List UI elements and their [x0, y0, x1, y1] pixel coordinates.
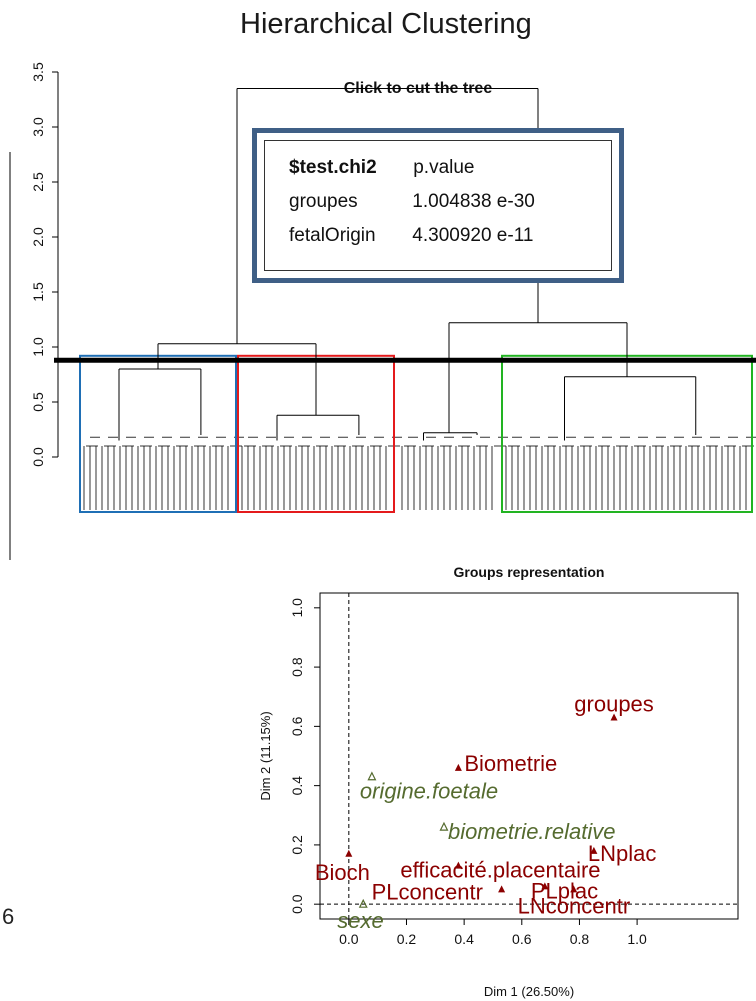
chi2-row: groupes 1.004838 e-30	[289, 191, 535, 213]
point-marker	[454, 763, 462, 771]
point-label: sexe	[337, 908, 383, 933]
y-tick-label: 2.5	[30, 172, 46, 192]
point-marker	[541, 882, 549, 890]
x-tick-label: 0.4	[454, 931, 474, 947]
page-title: Hierarchical Clustering	[240, 8, 532, 40]
x-tick-label: 0.6	[512, 931, 532, 947]
point-marker	[367, 771, 377, 781]
y-tick-label: 0.2	[289, 835, 305, 855]
y-tick-label: 0.0	[30, 447, 46, 467]
dendrogram-chart[interactable]: Click to cut the tree0.00.51.01.52.02.53…	[0, 0, 756, 560]
x-tick-label: 1.0	[627, 931, 647, 947]
point-label: biometrie.relative	[448, 819, 616, 844]
y-tick-label: 3.0	[30, 117, 46, 137]
y-tick-label: 0.4	[289, 776, 305, 796]
y-tick-label: 0.0	[289, 894, 305, 914]
y-tick-label: 1.0	[289, 598, 305, 618]
point-label: LNconcentr	[518, 893, 631, 918]
y-axis-label: Dim 2 (11.15%)	[258, 711, 273, 800]
y-tick-label: 0.8	[289, 657, 305, 677]
x-tick-label: 0.2	[397, 931, 417, 947]
point-marker	[439, 821, 449, 831]
point-marker	[590, 846, 598, 854]
point-marker	[570, 885, 578, 893]
point-label: PLplac	[531, 878, 598, 903]
point-marker	[610, 713, 618, 721]
chi2-col-header: p.value	[413, 157, 475, 178]
chi2-row-label: groupes	[289, 191, 358, 212]
y-tick-label: 1.5	[30, 282, 46, 302]
point-marker	[358, 898, 368, 908]
point-label: efficacité.placentaire	[400, 858, 600, 883]
chi2-row-label: fetalOrigin	[289, 225, 376, 246]
plot-frame	[319, 592, 739, 920]
y-tick-label: 2.0	[30, 227, 46, 247]
groups-title: Groups representation	[454, 564, 605, 580]
x-tick-label: 0.0	[339, 931, 359, 947]
y-tick-label: 0.6	[289, 716, 305, 736]
y-tick-label: 0.5	[30, 392, 46, 412]
chi2-row: fetalOrigin 4.300920 e-11	[289, 225, 533, 247]
point-label: groupes	[574, 691, 654, 716]
chi2-header-row: $test.chi2 p.value	[289, 157, 475, 179]
point-marker	[454, 861, 462, 869]
chi2-row-value: 4.300920 e-11	[412, 225, 534, 246]
point-label: Biometrie	[464, 751, 557, 776]
point-label: LNplac	[588, 841, 656, 866]
chi2-info-inner: $test.chi2 p.value groupes 1.004838 e-30…	[264, 140, 612, 271]
chi2-title: $test.chi2	[289, 157, 377, 178]
chi2-info-box: $test.chi2 p.value groupes 1.004838 e-30…	[252, 128, 624, 283]
point-label: origine.foetale	[360, 779, 498, 804]
point-marker	[498, 885, 506, 893]
x-axis-label: Dim 1 (26.50%)	[484, 984, 574, 999]
y-tick-label: 3.5	[30, 62, 46, 82]
point-label: Bioch	[315, 860, 370, 885]
left-edge-text: 6	[2, 904, 15, 929]
chi2-row-value: 1.004838 e-30	[412, 191, 535, 212]
y-tick-label: 1.0	[30, 337, 46, 357]
point-marker	[345, 849, 353, 857]
x-tick-label: 0.8	[570, 931, 590, 947]
point-label: PLconcentr	[372, 879, 483, 904]
